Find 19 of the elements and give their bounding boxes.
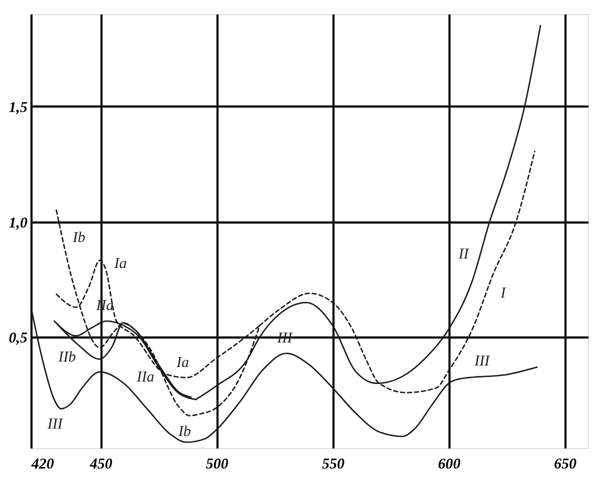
- x-tick-label: 550: [322, 456, 345, 472]
- x-tick-label: 450: [88, 456, 113, 472]
- annotation: Ib: [72, 230, 86, 246]
- annotation: III: [474, 354, 491, 370]
- annotation: I: [500, 286, 507, 302]
- y-tick-label: 0,5: [8, 330, 28, 347]
- x-tick-label: 420: [30, 456, 54, 472]
- annotation: II: [458, 246, 470, 262]
- x-tick-label: 600: [438, 456, 461, 472]
- annotation: IIb: [57, 349, 76, 366]
- annotation: Ia: [175, 355, 189, 372]
- x-tick-label: 650: [554, 456, 578, 472]
- y-tick-label: 1,5: [8, 100, 28, 116]
- annotation: Ib: [177, 424, 192, 440]
- x-tick-label: 500: [206, 456, 229, 472]
- annotation: IIa: [136, 369, 154, 386]
- annotation: III: [46, 416, 64, 433]
- annotation: Ia: [113, 256, 127, 272]
- y-tick-label: 1,0: [8, 215, 28, 232]
